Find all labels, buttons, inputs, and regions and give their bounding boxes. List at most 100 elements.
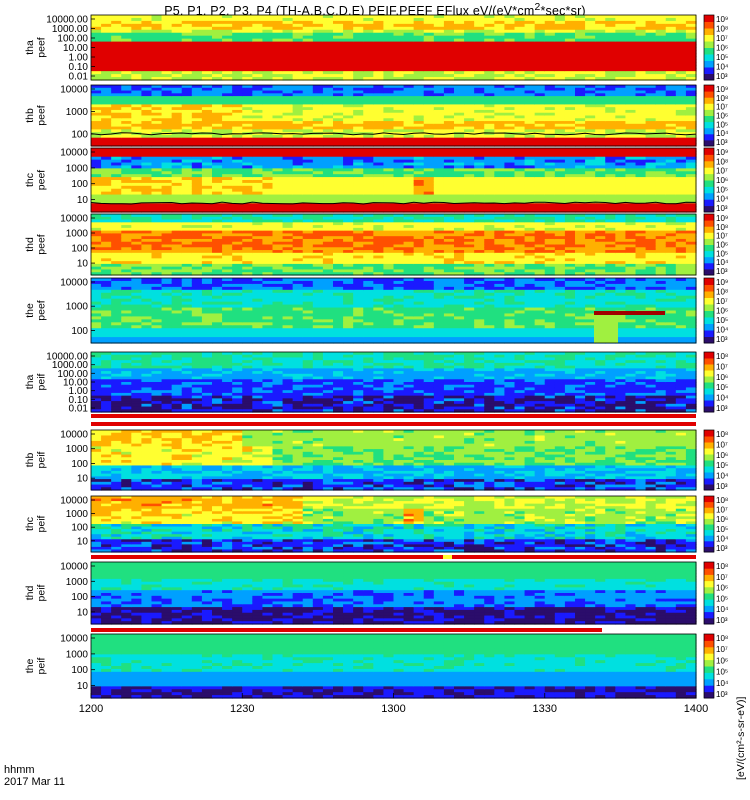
heatmap-cell <box>312 41 324 46</box>
heatmap-cell <box>645 15 657 19</box>
heatmap-cell <box>645 109 657 114</box>
heatmap-cell <box>343 87 354 92</box>
heatmap-cell <box>685 77 697 81</box>
heatmap-cell <box>262 38 274 43</box>
heatmap-cell <box>675 29 687 34</box>
heatmap-cell <box>212 126 223 130</box>
heatmap-cell <box>585 35 596 40</box>
heatmap-cell <box>675 132 687 136</box>
heatmap-cell <box>91 41 102 46</box>
heatmap-cell <box>423 140 435 144</box>
heatmap-cell <box>191 134 203 139</box>
heatmap-cell <box>403 20 415 25</box>
heatmap-cell <box>615 87 627 92</box>
heatmap-cell <box>524 129 536 133</box>
heatmap-cell <box>292 109 304 114</box>
heatmap-cell <box>464 50 475 54</box>
heatmap-cell <box>575 77 586 81</box>
heatmap-cell <box>433 123 445 128</box>
heatmap-cell <box>141 44 153 49</box>
heatmap-cell <box>312 87 324 92</box>
heatmap-cell <box>464 109 475 114</box>
heatmap-cell <box>423 77 435 81</box>
heatmap-cell <box>292 107 304 111</box>
heatmap-cell <box>212 62 223 66</box>
heatmap-cell <box>272 26 284 31</box>
heatmap-cell <box>534 17 546 22</box>
heatmap-cell <box>383 112 395 117</box>
heatmap-cell <box>443 62 455 66</box>
heatmap-cell <box>91 59 102 63</box>
heatmap-cell <box>595 35 606 40</box>
heatmap-cell <box>171 35 183 40</box>
heatmap-cell <box>141 140 153 144</box>
heatmap-cell <box>282 87 294 92</box>
heatmap-cell <box>242 38 253 43</box>
heatmap-cell <box>191 101 203 106</box>
heatmap-cell <box>514 85 526 89</box>
heatmap-cell <box>312 53 324 57</box>
heatmap-cell <box>403 87 415 92</box>
heatmap-cell <box>433 109 445 114</box>
heatmap-cell <box>141 29 153 34</box>
heatmap-cell <box>655 68 667 72</box>
heatmap-cell <box>121 17 132 22</box>
heatmap-cell <box>101 126 112 130</box>
heatmap-cell <box>151 38 163 43</box>
heatmap-cell <box>464 118 475 122</box>
heatmap-cell <box>383 77 395 81</box>
heatmap-cell <box>464 44 475 49</box>
heatmap-cell <box>242 56 253 60</box>
heatmap-cell <box>655 29 667 34</box>
heatmap-cell <box>101 109 112 114</box>
heatmap-cell <box>353 35 364 40</box>
heatmap-cell <box>625 98 637 103</box>
heatmap-cell <box>403 107 415 111</box>
heatmap-cell <box>685 143 697 147</box>
heatmap-cell <box>252 96 264 100</box>
heatmap-cell <box>252 132 264 136</box>
heatmap-cell <box>675 77 687 81</box>
heatmap-cell <box>675 20 687 25</box>
heatmap-cell <box>282 96 294 100</box>
heatmap-cell <box>383 143 395 147</box>
heatmap-cell <box>423 137 435 142</box>
heatmap-cell <box>171 47 183 52</box>
heatmap-cell <box>635 121 647 125</box>
heatmap-cell <box>403 62 415 66</box>
heatmap-cell <box>413 74 425 78</box>
heatmap-cell <box>272 93 284 97</box>
heatmap-cell <box>161 87 173 92</box>
heatmap-cell <box>161 77 173 81</box>
heatmap-cell <box>161 38 173 43</box>
heatmap-cell <box>363 107 374 111</box>
heatmap-cell <box>605 74 616 78</box>
heatmap-cell <box>191 20 203 25</box>
heatmap-cell <box>625 32 637 37</box>
heatmap-cell <box>131 121 143 125</box>
heatmap-cell <box>232 56 243 60</box>
heatmap-cell <box>454 62 465 66</box>
heatmap-cell <box>675 32 687 37</box>
heatmap-cell <box>433 115 445 119</box>
heatmap-cell <box>252 121 264 125</box>
heatmap-cell <box>363 118 374 122</box>
heatmap-cell <box>121 77 132 81</box>
heatmap-cell <box>575 35 586 40</box>
heatmap-cell <box>141 126 153 130</box>
heatmap-cell <box>393 126 405 130</box>
heatmap-cell <box>212 123 223 128</box>
heatmap-cell <box>353 32 364 37</box>
heatmap-cell <box>171 115 183 119</box>
heatmap-cell <box>494 129 506 133</box>
heatmap-cell <box>363 20 374 25</box>
heatmap-cell <box>564 56 576 60</box>
heatmap-cell <box>625 68 637 72</box>
heatmap-cell <box>111 71 122 75</box>
heatmap-cell <box>383 26 395 31</box>
heatmap-cell <box>363 98 374 103</box>
heatmap-cell <box>544 93 556 97</box>
heatmap-cell <box>383 65 395 69</box>
heatmap-cell <box>413 59 425 63</box>
heatmap-cell <box>322 140 334 144</box>
